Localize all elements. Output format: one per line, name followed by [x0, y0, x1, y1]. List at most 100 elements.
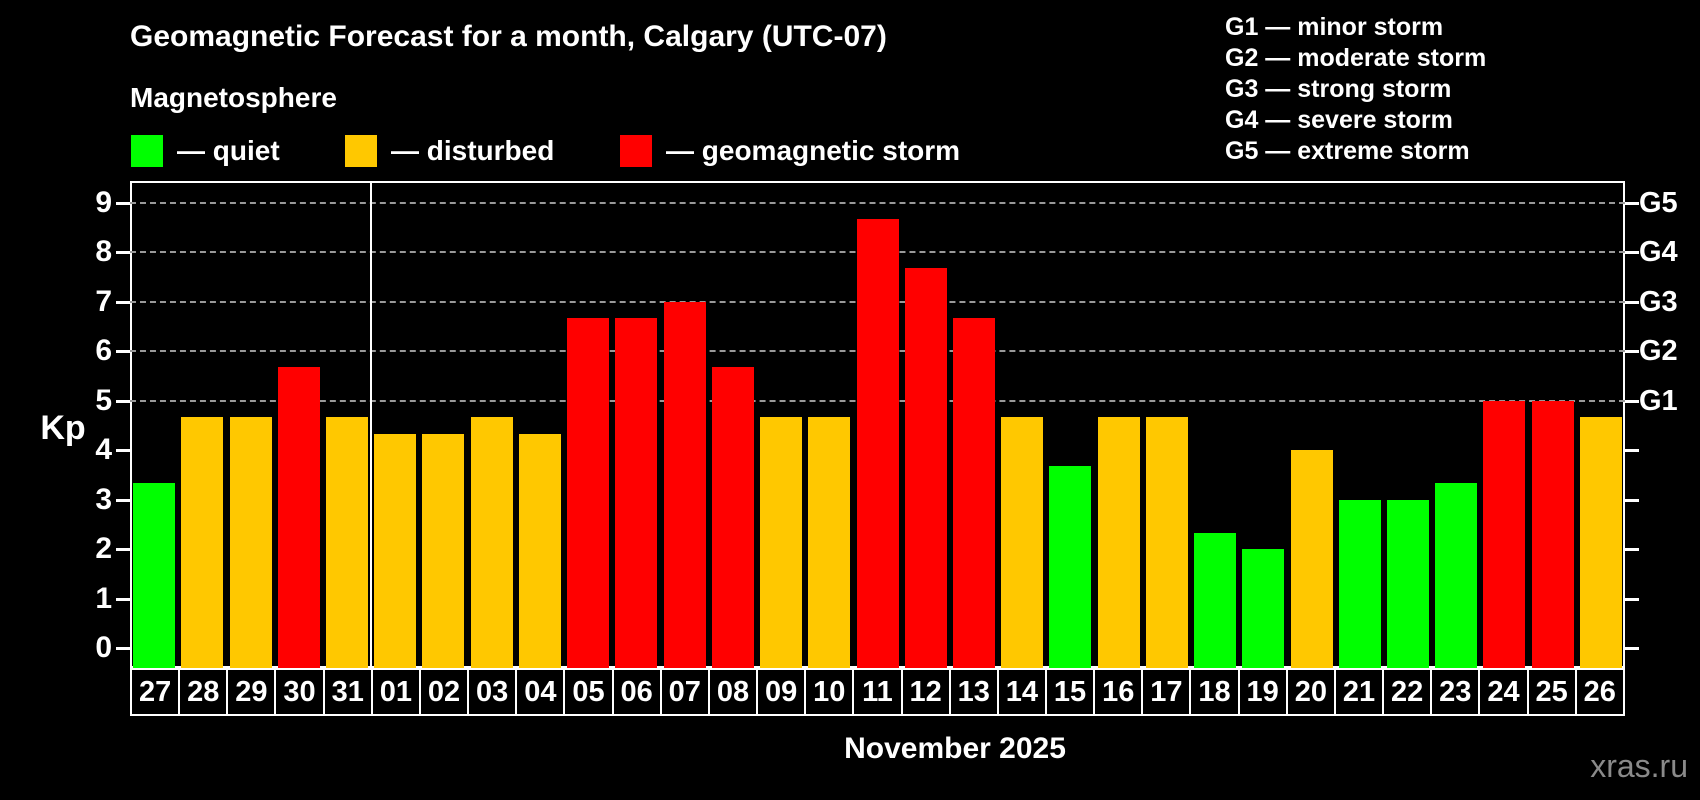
y-tick-label-1: 1	[95, 581, 112, 615]
day-label-23: 23	[1430, 668, 1481, 716]
kp-bar-day-04	[518, 433, 561, 668]
kp-bar-day-29	[229, 416, 272, 668]
day-label-27: 27	[130, 668, 181, 716]
y-axis-title: Kp	[40, 409, 86, 447]
day-label-03: 03	[467, 668, 518, 716]
kp-bar-day-03	[470, 416, 513, 668]
day-label-16: 16	[1093, 668, 1144, 716]
g5-legend-line: G5 — extreme storm	[1225, 137, 1470, 165]
legend-item-quiet: — quiet	[131, 135, 280, 167]
x-axis-month-label: November 2025	[844, 732, 1066, 765]
day-label-05: 05	[563, 668, 614, 716]
kp-bar-day-05	[567, 317, 610, 668]
kp-bar-day-21	[1338, 499, 1381, 668]
right-axis-label-g5: G5	[1639, 186, 1678, 219]
kp-bar-day-15	[1049, 466, 1092, 668]
day-label-07: 07	[659, 668, 710, 716]
right-axis-label-g4: G4	[1639, 236, 1678, 268]
g-scale-legend: G1 — minor storm G2 — moderate storm G3 …	[1225, 12, 1486, 167]
kp-bar-day-19	[1242, 549, 1285, 668]
kp-bar-day-30	[277, 367, 320, 668]
y-tick-label-2: 2	[95, 532, 112, 565]
storm-color-swatch	[620, 135, 652, 167]
y-tick-left-7	[116, 300, 130, 304]
y-tick-right-6	[1625, 350, 1639, 353]
right-axis-label-g3: G3	[1639, 285, 1678, 318]
day-label-11: 11	[852, 668, 903, 716]
y-tick-left-0	[116, 647, 130, 650]
y-tick-label-8: 8	[95, 235, 112, 268]
legend-item-storm: — geomagnetic storm	[620, 135, 960, 167]
day-label-14: 14	[996, 668, 1047, 716]
y-tick-right-7	[1625, 300, 1639, 304]
day-label-04: 04	[515, 668, 566, 716]
day-label-25: 25	[1526, 668, 1577, 716]
right-axis-label-g2: G2	[1639, 335, 1678, 367]
disturbed-color-swatch	[345, 135, 377, 167]
kp-bar-day-10	[808, 416, 851, 668]
chart-subtitle: Magnetosphere	[130, 82, 337, 113]
day-label-18: 18	[1189, 668, 1240, 716]
kp-bar-day-13	[952, 317, 995, 668]
day-label-17: 17	[1141, 668, 1192, 716]
y-tick-left-6	[116, 350, 130, 353]
day-label-20: 20	[1285, 668, 1336, 716]
watermark: xras.ru	[1590, 748, 1688, 784]
gridline-kp9	[130, 201, 1625, 204]
page-title: Geomagnetic Forecast for a month, Calgar…	[130, 20, 887, 53]
kp-bar-day-16	[1097, 416, 1140, 668]
y-tick-label-0: 0	[95, 631, 112, 664]
day-label-13: 13	[948, 668, 999, 716]
kp-bar-day-12	[904, 268, 947, 668]
y-tick-label-3: 3	[95, 482, 112, 516]
y-tick-label-6: 6	[95, 334, 112, 367]
y-tick-label-9: 9	[95, 185, 112, 219]
day-label-09: 09	[756, 668, 807, 716]
day-label-26: 26	[1574, 668, 1625, 716]
day-label-24: 24	[1478, 668, 1529, 716]
y-tick-left-2	[116, 548, 130, 551]
day-label-29: 29	[226, 668, 277, 716]
kp-bar-day-17	[1145, 416, 1188, 668]
quiet-color-swatch	[131, 135, 163, 167]
day-axis-strip: 27 28 29 30 31 01 02 03 04 05 06 07 08 09 10 11 12 13 14 15…	[130, 668, 1625, 716]
kp-bar-day-20	[1290, 450, 1333, 668]
day-label-12: 12	[900, 668, 951, 716]
y-tick-right-4	[1625, 449, 1639, 452]
y-tick-right-3	[1625, 498, 1639, 502]
y-tick-label-4: 4	[95, 433, 112, 466]
g3-legend-line: G3 — strong storm	[1225, 75, 1452, 103]
y-tick-left-4	[116, 449, 130, 452]
legend-label-quiet: — quiet	[177, 135, 280, 166]
month-separator-line	[370, 181, 373, 668]
day-label-08: 08	[707, 668, 759, 716]
day-label-01: 01	[370, 668, 421, 716]
g1-legend-line: G1 — minor storm	[1225, 13, 1444, 41]
y-tick-left-5	[116, 399, 130, 403]
kp-bar-day-18	[1194, 532, 1237, 668]
y-tick-label-7: 7	[95, 284, 112, 318]
legend-item-disturbed: — disturbed	[345, 135, 554, 167]
g2-legend-line: G2 — moderate storm	[1225, 44, 1487, 72]
kp-bar-day-22	[1386, 499, 1429, 668]
kp-bar-day-24	[1483, 400, 1526, 668]
day-label-22: 22	[1382, 668, 1433, 716]
y-tick-label-5: 5	[95, 383, 112, 417]
kp-bar-day-31	[326, 416, 369, 668]
day-label-06: 06	[611, 668, 662, 716]
day-label-31: 31	[322, 668, 373, 716]
day-label-30: 30	[274, 668, 325, 716]
y-tick-left-3	[116, 498, 130, 502]
legend-label-disturbed: — disturbed	[391, 135, 555, 166]
y-tick-right-8	[1625, 251, 1639, 254]
kp-bar-day-25	[1531, 400, 1574, 668]
kp-bar-day-06	[615, 317, 658, 668]
kp-bar-day-14	[1001, 416, 1044, 668]
y-tick-left-8	[116, 251, 130, 254]
y-tick-right-9	[1625, 201, 1639, 205]
kp-bar-day-09	[760, 416, 803, 668]
y-tick-left-9	[116, 201, 130, 205]
kp-bar-day-27	[133, 483, 176, 668]
kp-bar-day-28	[181, 416, 224, 668]
